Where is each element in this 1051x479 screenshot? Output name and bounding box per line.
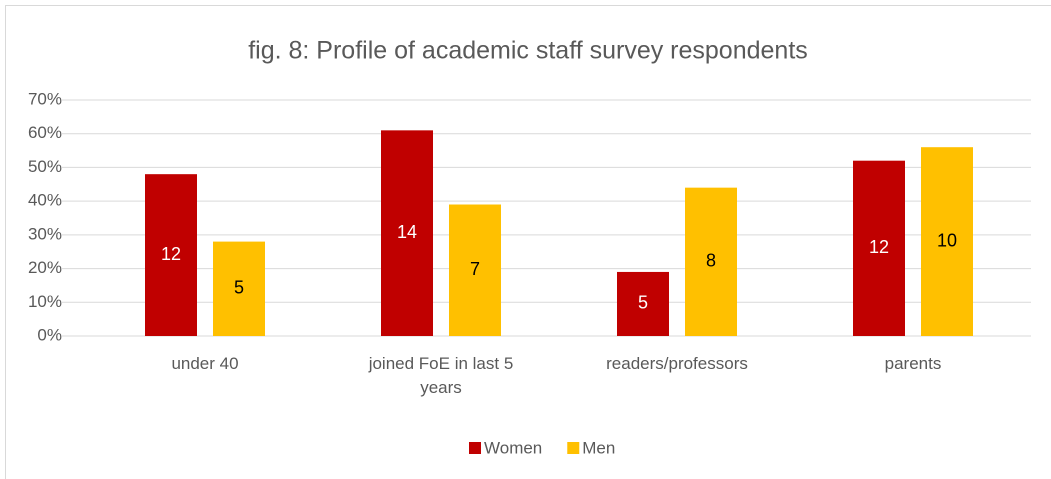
x-tick-label: under 40 [171, 354, 239, 373]
y-tick-label: 20% [28, 258, 62, 277]
x-tick-label-box: parents [884, 354, 942, 373]
data-label: 5 [638, 293, 648, 313]
x-tick-label-box: readers/professors [606, 354, 748, 373]
bar [213, 241, 265, 336]
bar [921, 147, 973, 336]
y-tick-label: 10% [28, 292, 62, 311]
y-tick-label: 60% [28, 123, 62, 142]
bar [449, 204, 501, 336]
data-label: 12 [869, 237, 889, 257]
bar [617, 271, 669, 336]
bar [853, 160, 905, 336]
data-label: 8 [706, 251, 716, 271]
data-label: 7 [470, 259, 480, 279]
x-tick-label-box: under 40 [171, 354, 239, 373]
bar [381, 130, 433, 336]
bar [145, 174, 197, 336]
y-tick-label: 0% [37, 325, 62, 344]
x-tick-label-box: joined FoE in last 5 years [368, 354, 514, 397]
chart-title: fig. 8: Profile of academic staff survey… [248, 37, 808, 65]
data-label: 14 [397, 222, 417, 242]
data-label: 12 [161, 244, 181, 264]
data-label: 10 [937, 230, 957, 250]
bar [685, 187, 737, 336]
legend-swatch [567, 442, 580, 454]
legend-label: Women [484, 438, 542, 457]
x-tick-label: readers/professors [606, 354, 748, 373]
legend-swatch [469, 442, 481, 454]
x-tick-label: parents [884, 354, 942, 373]
x-tick-label: joined FoE in last 5 years [368, 354, 514, 397]
y-tick-label: 70% [28, 89, 62, 108]
y-tick-label: 40% [28, 191, 62, 210]
data-label: 5 [234, 278, 244, 298]
legend-label: Men [582, 438, 615, 457]
y-tick-label: 30% [28, 224, 62, 243]
y-tick-label: 50% [28, 157, 62, 176]
